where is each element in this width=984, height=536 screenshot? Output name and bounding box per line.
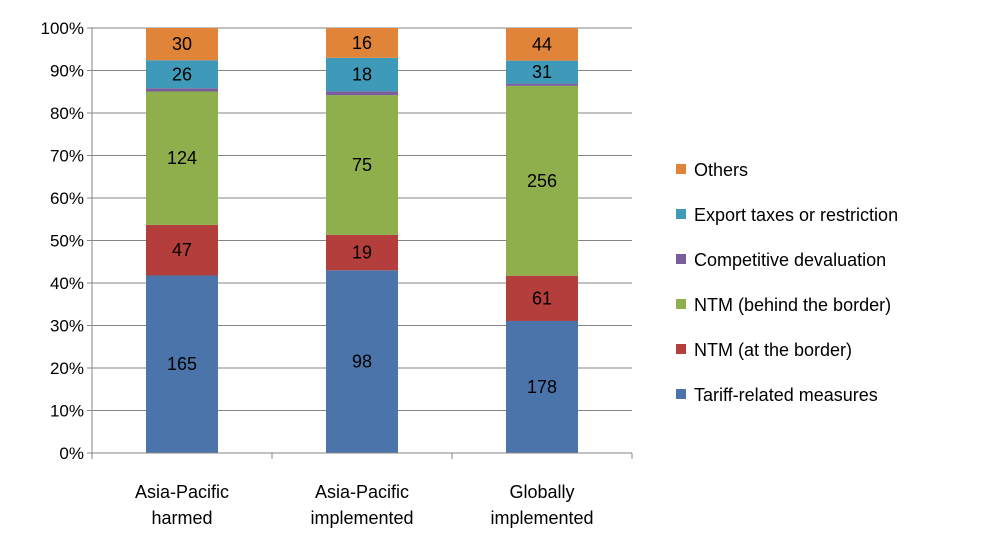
bar-segment — [506, 83, 578, 86]
bar-segment — [326, 57, 398, 92]
y-tick-label: 0% — [59, 444, 84, 463]
bar-segment — [326, 270, 398, 453]
data-label: 256 — [527, 171, 557, 191]
x-category-label: Asia-Pacific implemented — [310, 482, 413, 528]
data-label: 44 — [532, 34, 552, 54]
bar-segment — [506, 275, 578, 321]
y-tick-label: 80% — [50, 104, 84, 123]
data-label: 124 — [167, 148, 197, 168]
bar-segment — [506, 60, 578, 84]
y-axis: 0% 10% 20% 30% 40% 50% 60% 70% 80% 90% 100% — [41, 19, 93, 463]
bars: 165 47 124 26 30 98 19 75 18 16 178 61 256 31 44 — [146, 28, 578, 453]
bar-segment — [326, 91, 398, 96]
legend-swatch — [676, 344, 686, 354]
data-label: 75 — [352, 155, 372, 175]
legend-item: NTM (behind the border) — [676, 295, 891, 315]
legend-item: Export taxes or restriction — [676, 205, 898, 225]
data-label: 16 — [352, 33, 372, 53]
bar-segment — [146, 28, 218, 61]
y-tick-label: 30% — [50, 317, 84, 336]
bar-segment — [146, 224, 218, 276]
y-tick-label: 20% — [50, 359, 84, 378]
legend-item: Others — [676, 160, 748, 180]
y-tick-label: 70% — [50, 147, 84, 166]
x-category-label: Globally implemented — [490, 482, 593, 528]
legend-label: Export taxes or restriction — [694, 205, 898, 225]
data-label: 18 — [352, 65, 372, 85]
legend-label: Competitive devaluation — [694, 250, 886, 270]
data-label: 61 — [532, 288, 552, 308]
bar-segment — [506, 320, 578, 453]
legend-label: NTM (at the border) — [694, 340, 852, 360]
y-tick-label: 100% — [41, 19, 84, 38]
data-label: 178 — [527, 377, 557, 397]
bar-segment — [146, 60, 218, 89]
y-tick-label: 10% — [50, 402, 84, 421]
data-label: 98 — [352, 352, 372, 372]
data-label: 165 — [167, 354, 197, 374]
y-tick-label: 40% — [50, 274, 84, 293]
bar-segment — [506, 28, 578, 61]
legend-swatch — [676, 254, 686, 264]
bar-segment — [326, 234, 398, 271]
bar-segment — [146, 88, 218, 92]
bar-stack: 98 19 75 18 16 — [326, 28, 398, 453]
bar-stack: 178 61 256 31 44 — [506, 28, 578, 453]
legend-swatch — [676, 389, 686, 399]
legend-item: Competitive devaluation — [676, 250, 886, 270]
legend-label: NTM (behind the border) — [694, 295, 891, 315]
x-axis: Asia-Pacific harmed Asia-Pacific implemente… — [91, 452, 633, 528]
data-label: 26 — [172, 64, 192, 84]
legend-item: Tariff-related measures — [676, 385, 878, 405]
bar-segment — [506, 85, 578, 276]
data-label: 30 — [172, 34, 192, 54]
x-category-label: Asia-Pacific harmed — [135, 482, 229, 528]
bar-segment — [146, 275, 218, 453]
data-label: 47 — [172, 240, 192, 260]
legend-label: Others — [694, 160, 748, 180]
data-label: 31 — [532, 62, 552, 82]
y-tick-label: 60% — [50, 189, 84, 208]
y-tick-label: 50% — [50, 232, 84, 251]
data-label: 19 — [352, 243, 372, 263]
bar-segment — [326, 95, 398, 235]
bar-segment — [326, 28, 398, 58]
legend-swatch — [676, 209, 686, 219]
y-tick-label: 90% — [50, 62, 84, 81]
legend-label: Tariff-related measures — [694, 385, 878, 405]
legend: Others Export taxes or restriction Competi… — [676, 160, 898, 405]
legend-item: NTM (at the border) — [676, 340, 852, 360]
legend-swatch — [676, 164, 686, 174]
bar-stack: 165 47 124 26 30 — [146, 28, 218, 453]
legend-swatch — [676, 299, 686, 309]
bar-segment — [146, 91, 218, 225]
